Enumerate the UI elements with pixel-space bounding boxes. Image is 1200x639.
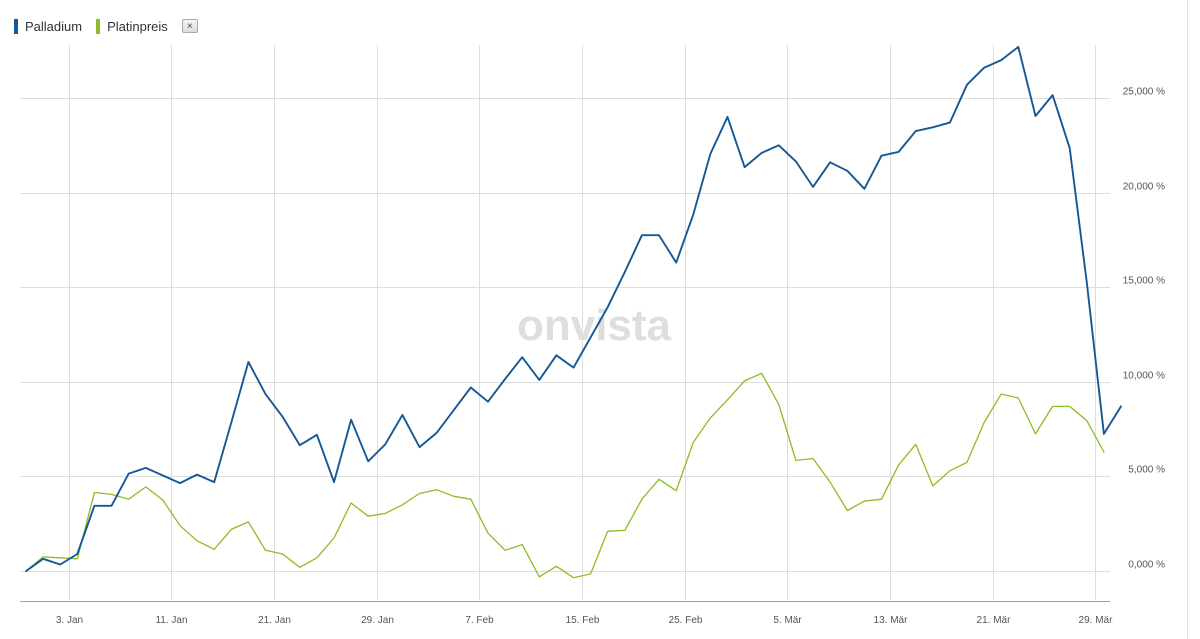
y-tick-label: 20,000 % xyxy=(1123,182,1165,193)
x-tick-label: 5. Mär xyxy=(773,615,802,626)
x-tick-label: 21. Mär xyxy=(977,615,1012,626)
x-tick-label: 15. Feb xyxy=(566,615,600,626)
series-lines xyxy=(25,45,1122,579)
x-tick-label: 13. Mär xyxy=(874,615,909,626)
x-tick-label: 29. Mär xyxy=(1079,615,1114,626)
legend-swatch-palladium xyxy=(14,18,18,34)
grid xyxy=(20,45,1110,600)
y-tick-label: 25,000 % xyxy=(1123,87,1165,98)
x-tick-label: 25. Feb xyxy=(669,615,703,626)
tick-labels: 0,000 % 5,000 % 10,000 % 15,000 % 20,000 % 25… xyxy=(56,87,1165,627)
x-tick-label: 29. Jan xyxy=(361,615,394,626)
series-line-platinpreis xyxy=(25,372,1105,579)
legend-swatch-platinpreis xyxy=(96,18,101,34)
legend-item-palladium[interactable]: Palladium xyxy=(14,18,83,34)
series-line-palladium xyxy=(25,45,1122,573)
y-tick-label: 10,000 % xyxy=(1123,371,1165,382)
x-tick-label: 21. Jan xyxy=(258,615,291,626)
x-tick-label: 3. Jan xyxy=(56,615,83,626)
x-tick-label: 11. Jan xyxy=(155,615,187,626)
y-tick-label: 15,000 % xyxy=(1123,276,1165,287)
y-tick-label: 0,000 % xyxy=(1128,560,1165,571)
legend-label-platinpreis: Platinpreis xyxy=(107,18,168,34)
legend-label-palladium: Palladium xyxy=(25,18,83,34)
axes xyxy=(20,0,1188,639)
chart-legend: Palladium Platinpreis × xyxy=(14,17,198,35)
watermark-logo: onvista xyxy=(517,301,672,350)
legend-item-platinpreis[interactable]: Platinpreis xyxy=(96,18,168,34)
y-tick-label: 5,000 % xyxy=(1128,465,1165,476)
remove-series-button[interactable]: × xyxy=(181,19,198,33)
x-tick-label: 7. Feb xyxy=(465,615,494,626)
